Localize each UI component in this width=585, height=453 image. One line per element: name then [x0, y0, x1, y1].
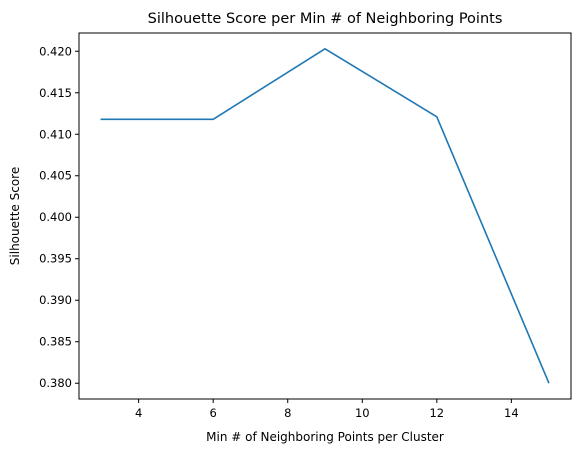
y-tick-label: 0.415 — [39, 86, 72, 100]
x-axis-label: Min # of Neighboring Points per Cluster — [206, 430, 444, 444]
y-tick-label: 0.410 — [39, 127, 72, 141]
y-axis: 0.380 0.385 0.390 0.395 0.400 0.405 0.410 0.415… — [39, 44, 79, 390]
x-tick-label: 14 — [504, 406, 519, 420]
plot-frame — [79, 33, 571, 399]
y-axis-label: Silhouette Score — [8, 167, 22, 265]
y-tick-label: 0.385 — [39, 335, 72, 349]
x-tick-label: 10 — [355, 406, 370, 420]
x-tick-label: 6 — [210, 406, 217, 420]
series-line — [101, 49, 548, 383]
series-layer — [101, 49, 548, 383]
y-tick-label: 0.405 — [39, 169, 72, 183]
x-tick-label: 12 — [429, 406, 444, 420]
x-tick-label: 4 — [135, 406, 142, 420]
y-tick-label: 0.380 — [39, 376, 72, 390]
y-tick-label: 0.420 — [39, 44, 72, 58]
plot-area: 4 6 8 10 12 14 0.380 0.385 0.390 0.395 0.400 0.405… — [39, 33, 571, 420]
x-axis: 4 6 8 10 12 14 — [135, 399, 519, 420]
y-tick-label: 0.400 — [39, 210, 72, 224]
chart-title: Silhouette Score per Min # of Neighborin… — [148, 11, 503, 27]
y-tick-label: 0.390 — [39, 293, 72, 307]
x-tick-label: 8 — [284, 406, 291, 420]
y-tick-label: 0.395 — [39, 252, 72, 266]
